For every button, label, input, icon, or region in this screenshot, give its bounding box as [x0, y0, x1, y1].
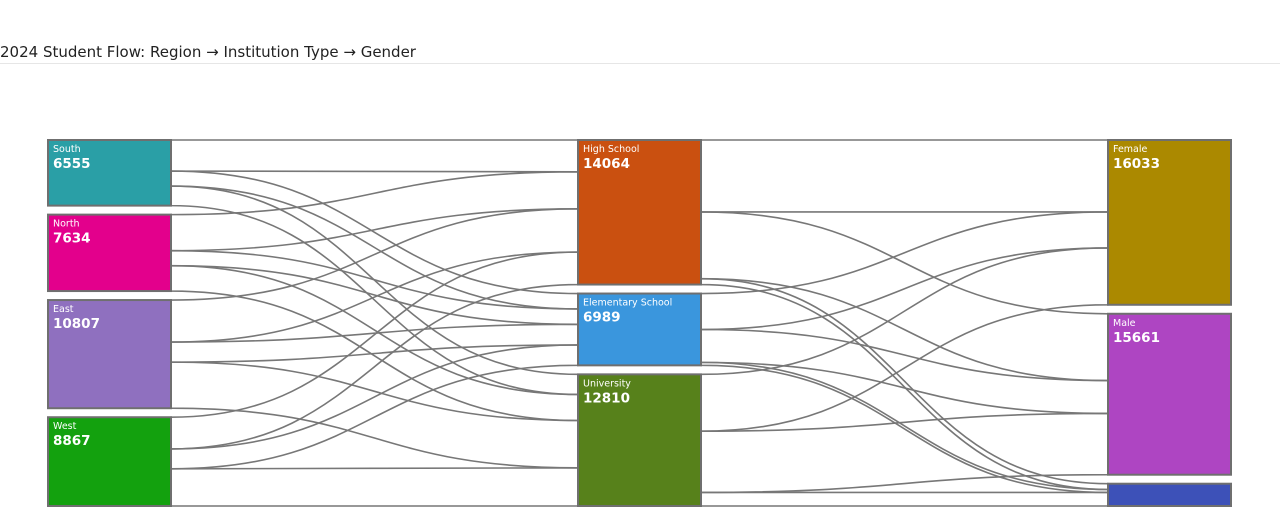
node-rect-east[interactable] [47, 299, 172, 410]
node-rect-other[interactable] [1107, 482, 1232, 508]
page-title: 2024 Student Flow: Region → Institution … [0, 43, 416, 61]
link-west-to-high_school[interactable] [170, 251, 579, 450]
node-value-high_school: 14064 [583, 156, 630, 172]
link-high_school-to-female[interactable] [700, 139, 1109, 213]
node-value-north: 7634 [53, 231, 91, 247]
node-value-west: 8867 [53, 433, 91, 449]
node-name-south: South [53, 144, 81, 155]
node-name-elementary_school: Elementary School [583, 298, 672, 309]
node-value-south: 6555 [53, 156, 91, 172]
link-university-to-female[interactable] [700, 247, 1109, 433]
nodes-layer: South6555North7634East10807West8867High … [47, 139, 1232, 508]
node-name-east: East [53, 304, 74, 315]
node-name-west: West [53, 421, 77, 432]
node-value-east: 10807 [53, 316, 100, 332]
link-elementary_school-to-male[interactable] [700, 328, 1109, 415]
node-rect-north[interactable] [47, 213, 172, 293]
node-value-elementary_school: 6989 [583, 310, 621, 326]
page-header: 2024 Student Flow: Region → Institution … [0, 0, 1280, 64]
node-rect-south[interactable] [47, 139, 172, 207]
node-rect-elementary_school[interactable] [577, 292, 702, 367]
node-rect-university[interactable] [577, 373, 702, 507]
node-rect-high_school[interactable] [577, 139, 702, 286]
node-name-university: University [583, 378, 631, 389]
node-name-high_school: High School [583, 144, 639, 155]
node-name-female: Female [1113, 144, 1148, 155]
node-rect-female[interactable] [1107, 139, 1232, 306]
node-rect-west[interactable] [47, 416, 172, 508]
link-north-to-elementary_school[interactable] [170, 249, 579, 326]
link-east-to-university[interactable] [170, 361, 579, 469]
link-south-to-elementary_school[interactable] [170, 170, 579, 310]
node-name-north: North [53, 219, 80, 230]
link-south-to-high_school[interactable] [170, 139, 579, 173]
link-university-to-other[interactable] [700, 491, 1109, 507]
node-value-university: 12810 [583, 390, 630, 406]
node-value-female: 16033 [1113, 156, 1160, 172]
link-west-to-university[interactable] [170, 467, 579, 507]
node-name-male: Male [1113, 318, 1136, 329]
node-value-male: 15661 [1113, 330, 1160, 346]
node-other[interactable] [1107, 482, 1232, 508]
node-rect-male[interactable] [1107, 312, 1232, 476]
